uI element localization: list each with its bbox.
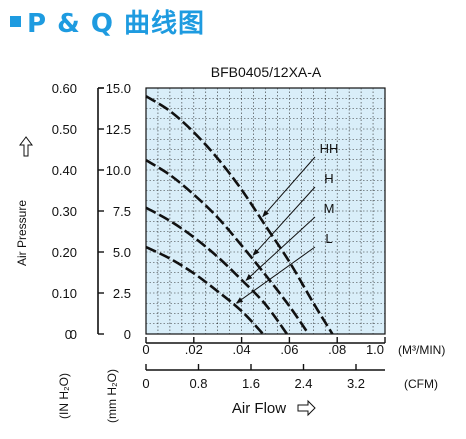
y-tick-label-in: 0 <box>70 327 77 342</box>
curve-label-m: M <box>324 201 335 216</box>
page-title: P & Q 曲线图 <box>27 8 205 39</box>
y-tick-label-mm: 0 <box>124 327 131 342</box>
x-unit-cfm: (CFM) <box>404 377 438 391</box>
x-tick-label-m3: .06 <box>280 342 298 357</box>
x-tick-label-m3: .04 <box>233 342 251 357</box>
chart-title: BFB0405/12XA-A <box>211 64 322 80</box>
y-tick-label-mm: 12.5 <box>106 122 131 137</box>
y-tick-label-mm: 10.0 <box>106 163 131 178</box>
y-tick-label-mm: 2.5 <box>113 286 131 301</box>
curve-label-hh: HH <box>320 141 339 156</box>
curve-h <box>145 159 310 335</box>
x-tick-label-m3: .02 <box>185 342 203 357</box>
y-tick-label-in: 0.20 <box>52 245 77 260</box>
y-tick-label-in: 0.50 <box>52 122 77 137</box>
y-tick-label-in: 0.10 <box>52 286 77 301</box>
y-tick-label-mm: 15.0 <box>106 81 131 96</box>
curve-m <box>145 206 289 335</box>
curve-label-arrow <box>245 216 316 281</box>
y-unit-mm: (mm H₂O) <box>105 369 119 423</box>
curve-label-l: L <box>325 231 332 246</box>
curve-label-arrow <box>235 246 316 304</box>
y-tick-label-in: 0.60 <box>52 81 77 96</box>
y-unit-in: (IN H₂O) <box>57 373 71 419</box>
curve-l <box>145 245 265 335</box>
axes: 0 2.5 5.0 7.5 10.0 12.5 15.0 0 0.10 0.20 0.30 0.40 0… <box>15 81 445 423</box>
x-axis-arrow-icon <box>297 399 316 417</box>
x-tick-label-cfm: 1.6 <box>242 376 260 391</box>
x-tick-label-cfm: 2.4 <box>294 376 312 391</box>
header-square-icon <box>10 15 21 27</box>
x-axis-title: Air Flow <box>232 400 286 417</box>
y-tick-label-mm: 5.0 <box>113 245 131 260</box>
x-tick-label-m3: .08 <box>328 342 346 357</box>
y-tick-label-in: 0.30 <box>52 204 77 219</box>
y-axis-arrow-icon <box>19 136 33 157</box>
y-tick-label-mm: 7.5 <box>113 204 131 219</box>
x-origin-label: 0 <box>142 342 149 357</box>
page-header: P & Q 曲线图 <box>10 4 205 39</box>
y-axis-title: Air Pressure <box>15 200 29 266</box>
x-end-label: 1.0 <box>366 342 384 357</box>
curve-label-arrow <box>262 156 316 218</box>
curve-label-arrow <box>252 186 316 256</box>
curve-label-h: H <box>324 171 333 186</box>
y-tick-label-in: 0.40 <box>52 163 77 178</box>
x-tick-label-cfm: 0 <box>142 376 149 391</box>
x-tick-label-cfm: 3.2 <box>347 376 365 391</box>
curve-hh <box>145 95 334 335</box>
y-zero-label: 0 <box>65 327 72 342</box>
curves <box>145 95 334 335</box>
x-tick-label-cfm: 0.8 <box>189 376 207 391</box>
x-unit-m3: (M³/MIN) <box>398 343 445 357</box>
